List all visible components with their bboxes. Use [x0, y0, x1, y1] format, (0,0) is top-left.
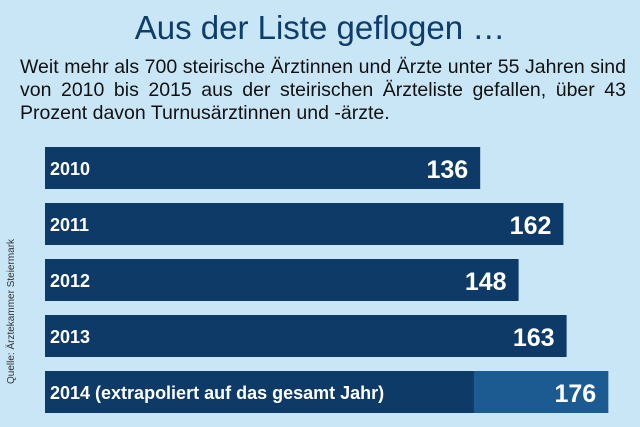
value-label: 176	[554, 380, 596, 408]
value-label: 163	[513, 324, 555, 352]
category-label: 2013	[50, 327, 90, 347]
bar-group-3: 2013 163	[45, 315, 567, 357]
bar-2012	[45, 259, 519, 301]
category-label: 2010	[50, 159, 90, 179]
bar-2013	[45, 315, 567, 357]
bar-extrapolated-segment	[473, 371, 609, 413]
value-label: 136	[426, 156, 468, 184]
value-label: 162	[510, 212, 552, 240]
bar-group-0: 2010 136	[45, 147, 481, 189]
chart-subtitle: Weit mehr als 700 steirische Ärztinnen u…	[20, 56, 626, 124]
category-label: 2012	[50, 271, 90, 291]
chart-title: Aus der Liste geflogen …	[134, 9, 506, 46]
category-label: 2011	[50, 215, 89, 235]
value-label: 148	[465, 268, 507, 296]
category-label: 2014 (extrapoliert auf das gesamt Jahr)	[50, 383, 384, 403]
bar-2010	[45, 147, 481, 189]
bar-group-4: 2014 (extrapoliert auf das gesamt Jahr) 1…	[45, 371, 609, 413]
bar-group-2: 2012 148	[45, 259, 519, 301]
bar-group-1: 2011 162	[45, 203, 564, 245]
bar-2011	[45, 203, 564, 245]
